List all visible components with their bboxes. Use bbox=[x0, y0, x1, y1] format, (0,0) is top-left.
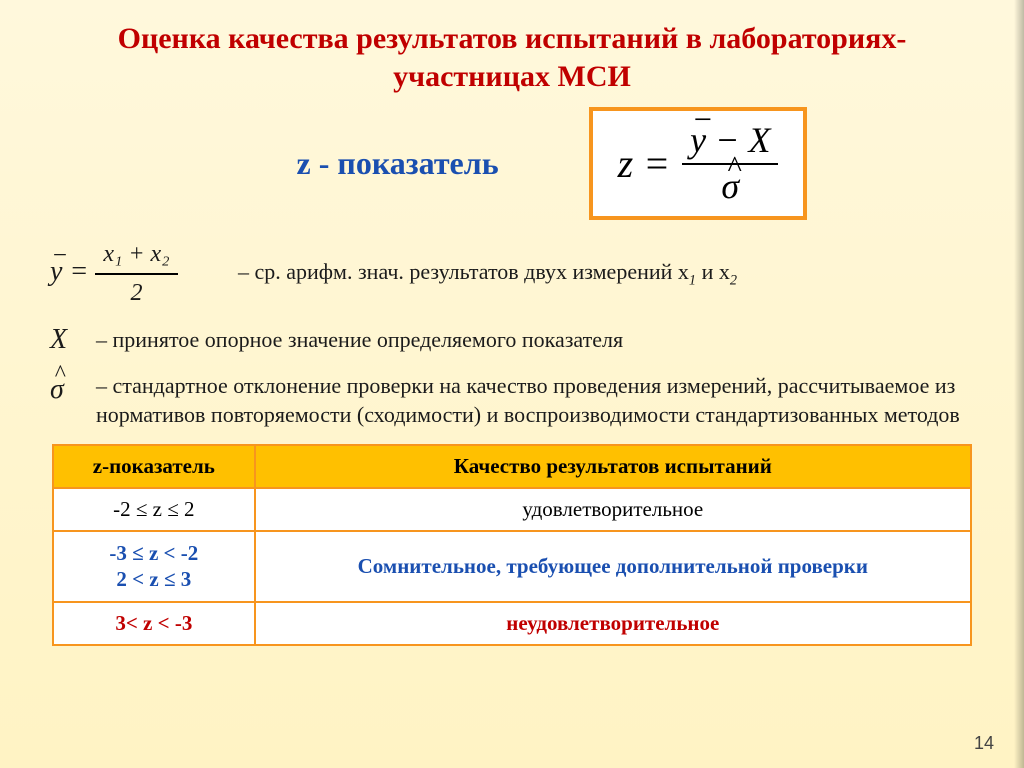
cell-range-0: -2 ≤ z ≤ 2 bbox=[53, 488, 255, 531]
X-symbol: X bbox=[748, 120, 770, 160]
cell-quality-1: Сомнительное, требующее дополнительной п… bbox=[255, 531, 971, 602]
formula-denominator: σ bbox=[713, 167, 747, 207]
formula-row: z - показатель z = y − X σ bbox=[40, 107, 984, 220]
cell-range-1: -3 ≤ z < -22 < z ≤ 3 bbox=[53, 531, 255, 602]
table-header-z: z-показатель bbox=[53, 445, 255, 488]
def-sigma-hat: σ bbox=[50, 371, 64, 409]
def-X-text: – принятое опорное значение определяемог… bbox=[96, 325, 984, 355]
cell-quality-0: удовлетворительное bbox=[255, 488, 971, 531]
formula-fraction: y − X σ bbox=[682, 121, 778, 206]
table-header-row: z-показатель Качество результатов испыта… bbox=[53, 445, 971, 488]
cell-range-2: 3< z < -3 bbox=[53, 602, 255, 645]
def-sigma-sym: σ bbox=[50, 371, 78, 409]
def-mean-den: 2 bbox=[122, 277, 150, 309]
table-header-quality: Качество результатов испытаний bbox=[255, 445, 971, 488]
def-mean-num: x₁ + x₂ bbox=[95, 238, 177, 270]
def-mean-text-a: – ср. арифм. знач. результатов двух изме… bbox=[238, 259, 689, 284]
table-row: -3 ≤ z < -22 < z ≤ 3 Сомнительное, требу… bbox=[53, 531, 971, 602]
z-formula-box: z = y − X σ bbox=[589, 107, 808, 220]
ybar-symbol: y bbox=[690, 121, 706, 161]
def-mean-text: – ср. арифм. знач. результатов двух изме… bbox=[238, 257, 984, 291]
sub-2: 2 bbox=[730, 272, 737, 288]
def-ybar: y bbox=[50, 253, 62, 291]
def-X-row: X – принятое опорное значение определяем… bbox=[50, 321, 984, 359]
page-number: 14 bbox=[974, 733, 994, 754]
def-mean-text-b: и x bbox=[696, 259, 730, 284]
formula-lhs: z = bbox=[618, 140, 671, 187]
definitions-block: y = x₁ + x₂ 2 – ср. арифм. знач. результ… bbox=[50, 238, 984, 430]
def-sigma-text: – стандартное отклонение проверки на кач… bbox=[96, 371, 984, 430]
cell-quality-2: неудовлетворительное bbox=[255, 602, 971, 645]
sigma-hat-symbol: σ bbox=[721, 167, 739, 207]
sub-1: 1 bbox=[689, 272, 696, 288]
def-X-sym: X bbox=[50, 321, 78, 359]
z-indicator-label: z - показатель bbox=[297, 145, 499, 182]
def-mean-fraction: x₁ + x₂ 2 bbox=[95, 238, 177, 309]
quality-table: z-показатель Качество результатов испыта… bbox=[52, 444, 972, 646]
table-row: 3< z < -3 неудовлетворительное bbox=[53, 602, 971, 645]
table-row: -2 ≤ z ≤ 2 удовлетворительное bbox=[53, 488, 971, 531]
def-mean-formula: y = x₁ + x₂ 2 bbox=[50, 238, 220, 309]
def-mean-row: y = x₁ + x₂ 2 – ср. арифм. знач. результ… bbox=[50, 238, 984, 309]
page-title: Оценка качества результатов испытаний в … bbox=[40, 20, 984, 95]
right-shadow bbox=[1014, 0, 1024, 768]
def-mean-bar bbox=[95, 273, 177, 275]
def-sigma-row: σ – стандартное отклонение проверки на к… bbox=[50, 371, 984, 430]
